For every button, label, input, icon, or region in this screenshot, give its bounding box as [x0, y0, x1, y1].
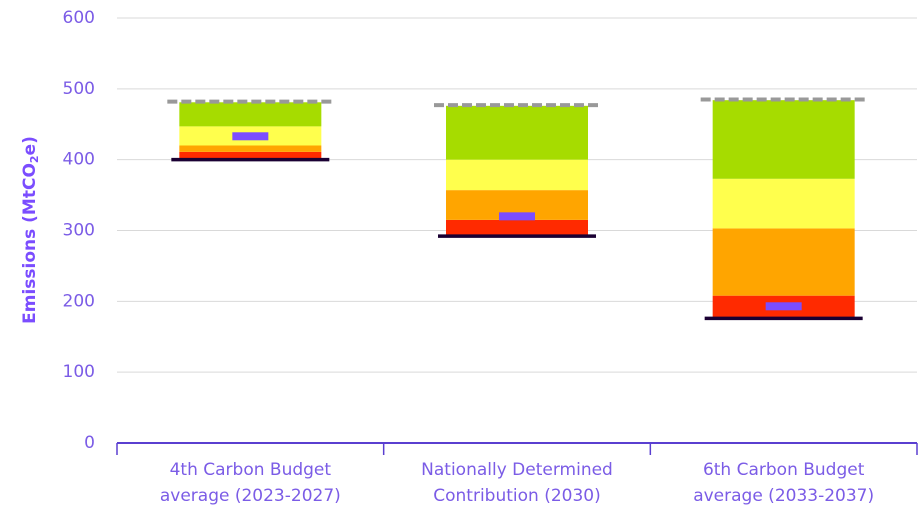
- bar-segment: [446, 105, 588, 160]
- bar-segment: [179, 102, 322, 127]
- x-tick-label: Contribution (2030): [433, 486, 601, 506]
- y-tick-label: 500: [63, 79, 95, 99]
- x-tick-label: Nationally Determined: [421, 460, 613, 480]
- marker: [765, 302, 802, 311]
- y-tick-label: 300: [63, 221, 95, 241]
- bar-segment: [712, 228, 855, 296]
- y-label-part: Emissions (MtCO: [20, 163, 40, 324]
- y-tick-label: 100: [63, 362, 95, 382]
- x-tick-label: 6th Carbon Budget: [703, 460, 865, 480]
- y-tick-label: 600: [63, 8, 95, 28]
- bar-segment: [446, 219, 588, 237]
- y-axis-label: Emissions (MtCO2e): [20, 136, 41, 324]
- bar-segment: [712, 178, 855, 229]
- y-tick-label: 200: [63, 291, 95, 311]
- marker: [499, 212, 535, 221]
- x-tick-label: 4th Carbon Budget: [170, 460, 332, 480]
- y-tick-label: 400: [63, 150, 95, 170]
- marker: [232, 132, 269, 141]
- y-label-sub: 2: [28, 155, 41, 163]
- bar-segment: [446, 159, 588, 191]
- bar-segment: [179, 151, 322, 160]
- bar-segment: [179, 145, 322, 152]
- x-tick-label: average (2023-2027): [160, 486, 341, 506]
- x-tick-label: average (2033-2037): [693, 486, 874, 506]
- bar-segment: [712, 100, 855, 179]
- y-label-part: e): [20, 136, 40, 155]
- y-tick-label: 0: [84, 433, 95, 453]
